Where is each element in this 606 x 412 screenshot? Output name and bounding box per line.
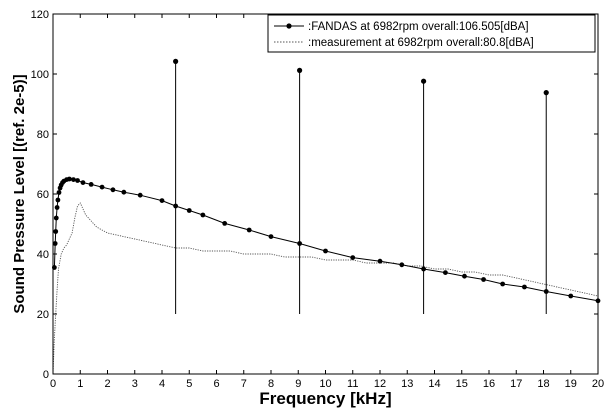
peak-point: [421, 78, 427, 84]
x-tick-label: 8: [268, 378, 274, 390]
legend-entry-fandas: :FANDAS at 6982rpm overall:106.505[dBA]: [308, 21, 529, 33]
data-point-fandas: [568, 293, 574, 299]
legend-box: [267, 14, 596, 53]
x-tick-label: 11: [347, 378, 358, 390]
y-tick-label: 40: [37, 249, 49, 261]
data-point-fandas: [56, 190, 62, 195]
peak-point: [543, 90, 549, 96]
data-point-fandas: [200, 212, 206, 218]
data-point-fandas: [66, 176, 72, 182]
x-tick-label: 7: [241, 378, 247, 390]
x-tick-label: 9: [295, 378, 301, 390]
x-tick-label: 18: [537, 378, 549, 390]
x-tick-label: 10: [319, 378, 331, 390]
x-tick-label: 17: [510, 378, 522, 390]
data-point-fandas: [500, 281, 506, 287]
peak-point: [297, 67, 303, 73]
x-tick-label: 4: [159, 378, 165, 390]
data-point-fandas: [186, 208, 192, 213]
data-point-fandas: [159, 198, 165, 204]
data-point-fandas: [71, 177, 76, 183]
data-point-fandas: [110, 187, 116, 193]
data-point-fandas: [377, 258, 383, 264]
y-tick-label: 80: [37, 129, 49, 141]
data-point-fandas: [53, 215, 59, 221]
data-point-fandas: [137, 192, 143, 198]
x-tick-label: 0: [50, 378, 56, 390]
data-point-fandas: [99, 184, 105, 190]
x-tick-label: 12: [374, 378, 386, 390]
data-point-fandas: [481, 277, 486, 282]
x-tick-label: 16: [483, 378, 495, 390]
data-point-fandas: [522, 284, 527, 290]
data-point-fandas: [80, 180, 86, 186]
data-point-fandas: [350, 255, 356, 260]
y-tick-label: 60: [37, 189, 49, 201]
data-point-fandas: [53, 229, 59, 234]
y-tick-label: 20: [37, 309, 49, 321]
data-point-fandas: [323, 248, 328, 254]
x-tick-label: 15: [456, 378, 468, 390]
data-point-fandas: [246, 227, 252, 233]
x-tick-label: 5: [186, 378, 192, 390]
peak-point: [173, 58, 179, 64]
plot-area: [51, 58, 601, 375]
axes: 0 1 2 3 4 5 6 7 8 9 10 11 12 13 14 15 16 17 18 19 2002040608…: [31, 9, 604, 390]
data-point-fandas: [75, 178, 80, 183]
y-axis-label: Sound Pressure Level [(ref. 2e-5)]: [11, 74, 28, 313]
data-point-fandas: [268, 234, 274, 240]
data-point-fandas: [88, 182, 94, 187]
legend-entry-measurement: :measurement at 6982rpm overall:80.8[dBA…: [308, 37, 534, 49]
y-tick-label: 0: [43, 369, 49, 381]
x-tick-label: 20: [592, 378, 604, 390]
y-tick-label: 100: [31, 69, 49, 81]
legend-marker-fandas: [286, 23, 292, 29]
legend: :FANDAS at 6982rpm overall:106.505[dBA] …: [267, 14, 596, 53]
data-point-fandas: [399, 262, 405, 268]
x-tick-label: 1: [77, 378, 83, 390]
data-point-fandas: [52, 241, 58, 246]
x-tick-label: 13: [401, 378, 413, 390]
x-tick-label: 19: [565, 378, 577, 390]
x-tick-label: 3: [132, 378, 138, 390]
x-tick-label: 6: [213, 378, 219, 390]
data-point-fandas: [54, 205, 60, 210]
data-point-fandas: [55, 197, 61, 203]
data-point-fandas: [443, 270, 448, 275]
y-tick-label: 120: [31, 9, 49, 21]
x-axis-label: Frequency [kHz]: [259, 389, 391, 408]
x-tick-label: 2: [104, 378, 110, 390]
data-point-fandas: [222, 221, 228, 226]
x-tick-label: 14: [428, 378, 440, 390]
data-point-fandas: [462, 273, 467, 279]
data-point-fandas: [121, 189, 127, 195]
